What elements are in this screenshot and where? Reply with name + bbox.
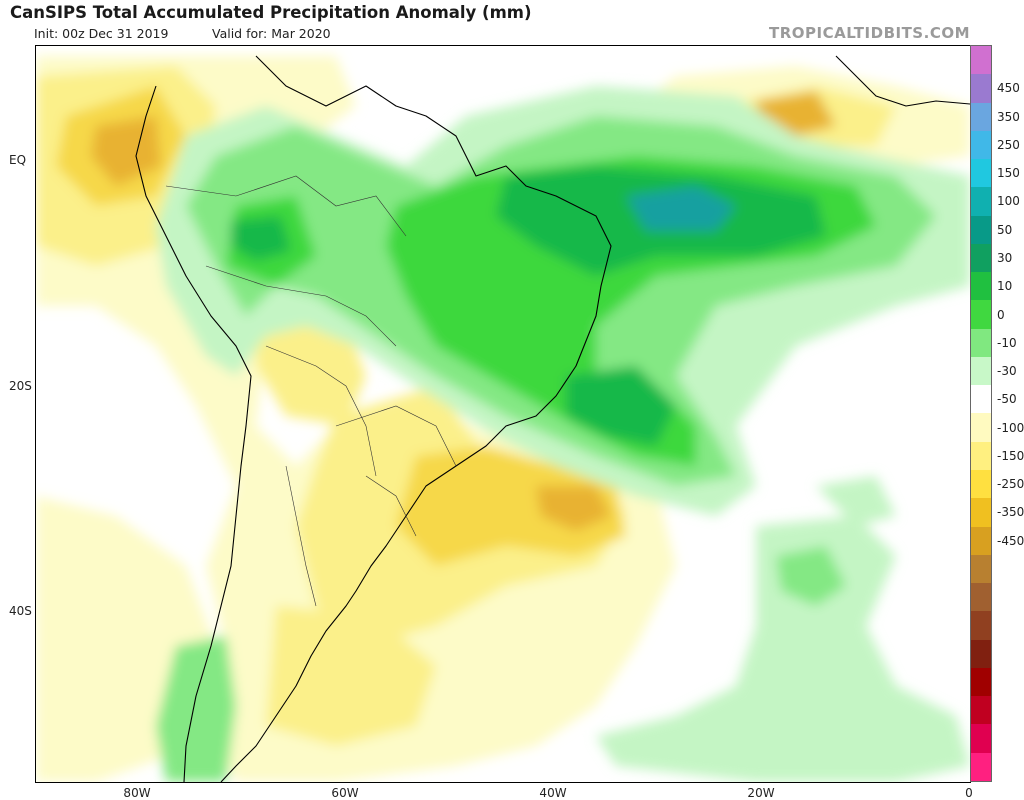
colorbar-segment [971, 583, 991, 612]
colorbar-label: 150 [997, 166, 1020, 181]
lat-label-eq: EQ [9, 153, 27, 167]
lon-label-20w: 20W [747, 786, 775, 800]
colorbar-label: -450 [997, 533, 1024, 548]
country-border [265, 345, 377, 477]
dry-anomaly-region [176, 56, 356, 136]
anomaly-map [36, 46, 970, 782]
colorbar-label: 250 [997, 137, 1020, 152]
brand-watermark: TROPICALTIDBITS.COM [769, 24, 970, 42]
colorbar-segment [971, 611, 991, 640]
colorbar-segment [971, 639, 991, 668]
colorbar-label: 0 [997, 307, 1005, 322]
colorbar-segment [971, 469, 991, 499]
coastlines [135, 55, 970, 782]
south-america-west-coast [135, 85, 252, 782]
colorbar-segment [971, 413, 991, 442]
colorbar-label: -30 [997, 364, 1017, 379]
colorbar-label: 450 [997, 81, 1020, 96]
colorbar-segment [971, 667, 991, 697]
colorbar-segment [971, 752, 991, 781]
colorbar-label: -50 [997, 392, 1017, 407]
dry-anomaly-region [91, 116, 161, 186]
colorbar-segment [971, 130, 991, 160]
colorbar-label: 10 [997, 279, 1013, 294]
lon-label-60w: 60W [331, 786, 359, 800]
colorbar-segment [971, 159, 991, 188]
colorbar-segment [971, 46, 991, 75]
colorbar-segment [971, 187, 991, 216]
colorbar-segment [971, 74, 991, 103]
lat-label-40s: 40S [9, 604, 32, 618]
colorbar-segment [971, 498, 991, 527]
colorbar-label: -100 [997, 420, 1024, 435]
country-border [205, 265, 397, 347]
colorbar-segment [971, 272, 991, 301]
anomaly-fields [36, 56, 970, 782]
colorbar-segment [971, 215, 991, 244]
colorbar-label: 350 [997, 109, 1020, 124]
colorbar-label: -350 [997, 505, 1024, 520]
wet-anomaly-region [231, 216, 291, 261]
wet-anomaly-region [566, 366, 676, 446]
country-border [335, 405, 457, 467]
colorbar-segment [971, 243, 991, 273]
chart-title: CanSIPS Total Accumulated Precipitation … [10, 3, 532, 22]
colorbar-segment [971, 554, 991, 584]
wet-anomaly-region [816, 476, 896, 526]
wet-anomaly-region [156, 636, 236, 782]
dry-anomaly-region [396, 446, 626, 566]
lon-label-40w: 40W [539, 786, 567, 800]
wet-anomaly-region [626, 186, 736, 231]
lon-label-0: 0 [965, 786, 973, 800]
wet-anomaly-region [776, 546, 846, 606]
wet-anomaly-region [596, 516, 970, 782]
south-america-coast [220, 55, 612, 782]
colorbar-label: -250 [997, 477, 1024, 492]
colorbar-segment [971, 696, 991, 725]
country-border [365, 475, 417, 537]
africa-coast [835, 55, 970, 107]
colorbar-segment [971, 328, 991, 357]
colorbar-segment [971, 526, 991, 555]
colorbar-segment [971, 300, 991, 329]
country-border [285, 465, 317, 607]
valid-time: Valid for: Mar 2020 [212, 26, 331, 41]
init-time: Init: 00z Dec 31 2019 [34, 26, 169, 41]
colorbar [970, 45, 992, 782]
map-panel [35, 45, 971, 783]
colorbar-segment [971, 385, 991, 414]
country-border [165, 175, 407, 237]
colorbar-label: -10 [997, 335, 1017, 350]
colorbar-segment [971, 724, 991, 753]
dry-anomaly-region [536, 486, 611, 531]
colorbar-label: 100 [997, 194, 1020, 209]
colorbar-segment [971, 441, 991, 470]
dry-anomaly-region [266, 606, 436, 746]
colorbar-label: 30 [997, 251, 1013, 266]
lon-label-80w: 80W [123, 786, 151, 800]
lat-label-20s: 20S [9, 379, 32, 393]
colorbar-label: -150 [997, 448, 1024, 463]
colorbar-segment [971, 102, 991, 131]
colorbar-segment [971, 356, 991, 386]
country-borders [165, 175, 457, 607]
colorbar-label: 50 [997, 222, 1013, 237]
